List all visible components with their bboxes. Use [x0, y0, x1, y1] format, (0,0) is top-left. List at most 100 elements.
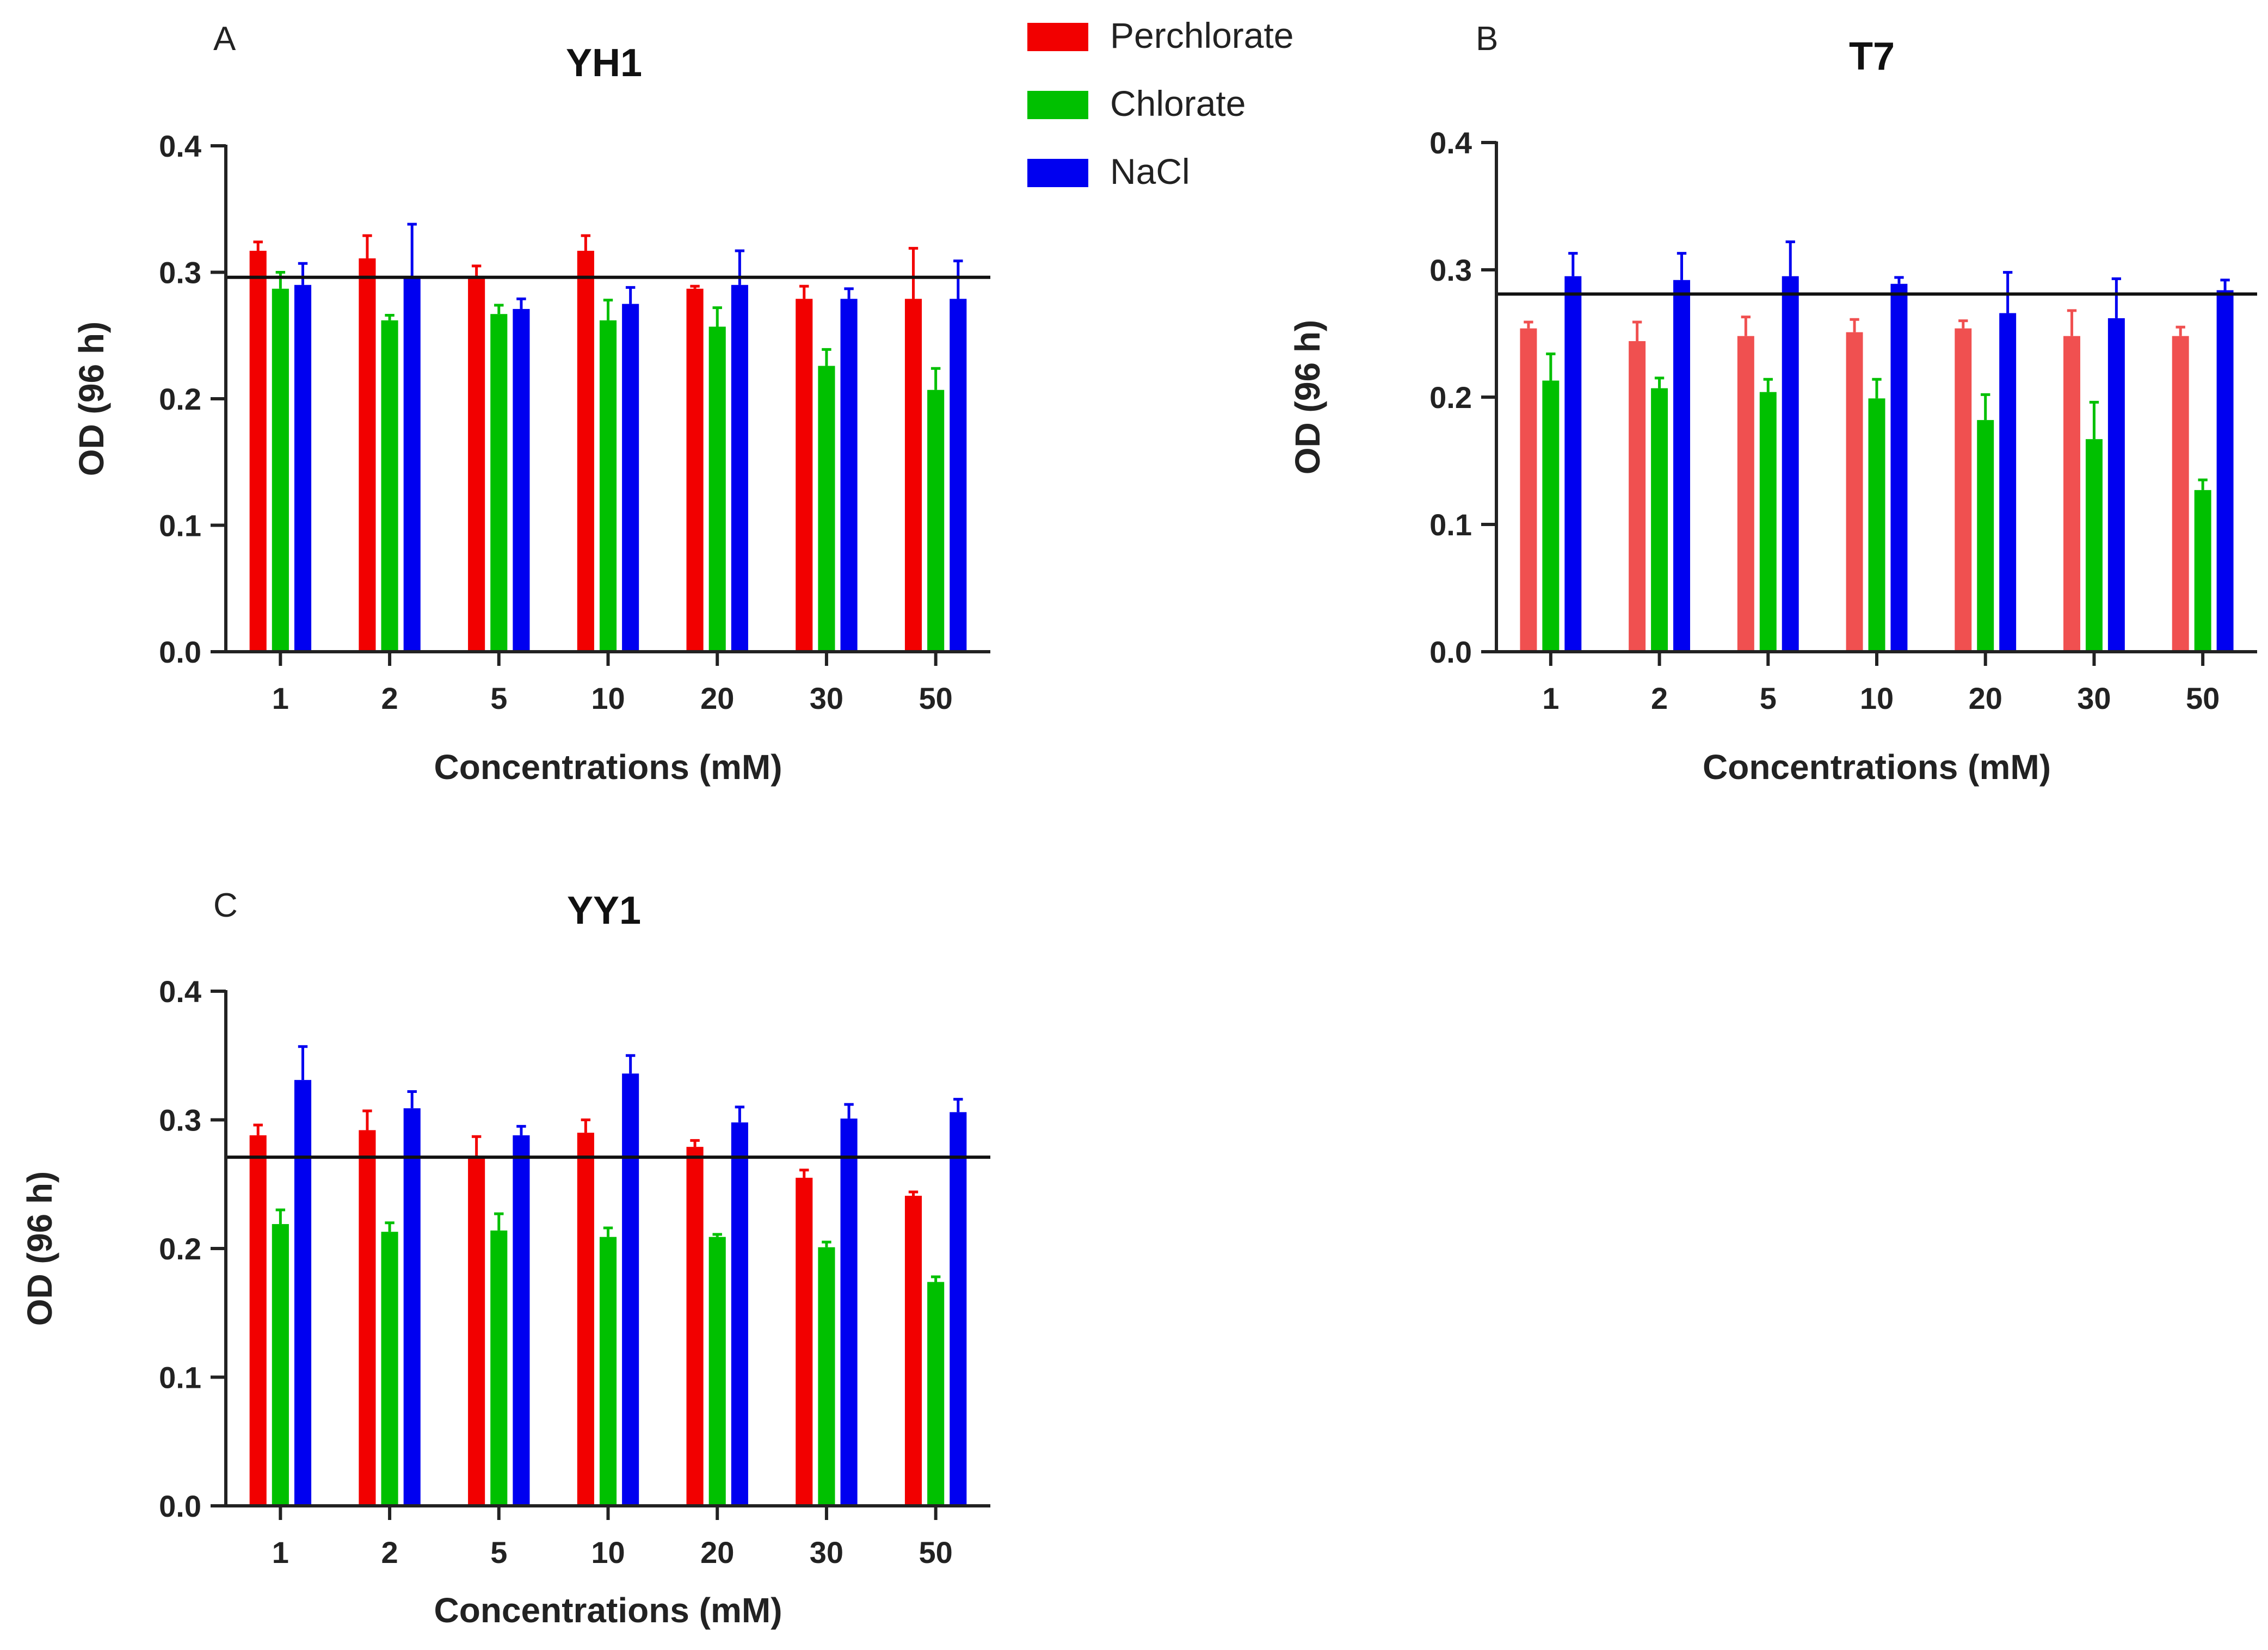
bar-nacl-2 — [1673, 280, 1690, 652]
bar-perchlorate-50 — [2172, 336, 2189, 652]
bar-perchlorate-20 — [686, 288, 704, 652]
bar-nacl-30 — [840, 299, 858, 652]
x-tick-label: 1 — [1542, 681, 1559, 715]
bar-chlorate-2 — [381, 1232, 398, 1506]
bar-chlorate-10 — [1868, 398, 1885, 652]
bar-chlorate-10 — [599, 320, 617, 652]
bar-nacl-1 — [1564, 276, 1582, 652]
bar-nacl-5 — [1782, 276, 1799, 652]
bar-chlorate-1 — [1542, 380, 1560, 652]
y-tick-label: 0.2 — [1429, 380, 1472, 415]
legend-swatch-chlorate — [1027, 91, 1088, 119]
bar-perchlorate-1 — [249, 1135, 267, 1506]
x-tick-label: 50 — [2186, 681, 2220, 715]
bar-chlorate-50 — [927, 1282, 945, 1506]
bar-perchlorate-30 — [796, 1177, 813, 1506]
bar-nacl-50 — [950, 1112, 967, 1506]
y-tick-label: 0.1 — [1429, 508, 1472, 542]
x-tick-label: 30 — [2077, 681, 2111, 715]
bar-chlorate-1 — [272, 288, 289, 652]
bar-chlorate-5 — [490, 1230, 508, 1506]
x-tick-label: 30 — [810, 1535, 843, 1569]
bar-chlorate-20 — [708, 1237, 726, 1506]
x-tick-label: 5 — [490, 681, 507, 715]
legend-label-chlorate: Chlorate — [1110, 83, 1246, 123]
bar-nacl-2 — [403, 276, 421, 652]
x-axis-title: Concentrations (mM) — [1703, 747, 2051, 787]
x-tick-label: 10 — [591, 1535, 625, 1569]
chart-title: YY1 — [567, 889, 641, 932]
y-tick-label: 0.4 — [1429, 126, 1472, 160]
bar-nacl-20 — [731, 1122, 748, 1506]
bar-perchlorate-30 — [796, 299, 813, 652]
x-tick-label: 2 — [1651, 681, 1668, 715]
bar-chlorate-2 — [1651, 388, 1668, 652]
bar-nacl-30 — [2107, 318, 2125, 652]
panel-b-t7-chart: B T7 0.0 0.1 0.2 0.3 0.4 1 2 5 10 20 30 50 Concentrati… — [1288, 20, 2257, 787]
legend-swatch-perchlorate — [1027, 23, 1088, 51]
y-tick-label: 0.1 — [159, 509, 201, 543]
bar-chlorate-30 — [818, 366, 835, 652]
x-tick-label: 5 — [1760, 681, 1777, 715]
chart-title: YH1 — [566, 41, 642, 85]
x-tick-label: 30 — [810, 681, 843, 715]
bar-perchlorate-10 — [577, 1133, 594, 1506]
panel-a-yh1-chart: A YH1 0.0 0.1 0.2 0.3 0.4 1 2 5 10 20 30 50 Concentrat… — [72, 20, 990, 787]
bar-nacl-1 — [294, 285, 312, 652]
bar-perchlorate-2 — [359, 258, 376, 652]
bar-chlorate-30 — [2085, 439, 2103, 652]
bar-chlorate-5 — [490, 314, 508, 652]
y-axis-title: OD (96 h) — [1288, 320, 1327, 474]
x-tick-label: 10 — [1860, 681, 1894, 715]
x-tick-label: 1 — [272, 1535, 289, 1569]
panel-letter: B — [1476, 20, 1498, 58]
x-tick-label: 10 — [591, 681, 625, 715]
bar-perchlorate-10 — [577, 250, 594, 652]
x-axis-title: Concentrations (mM) — [434, 747, 782, 787]
bar-perchlorate-20 — [686, 1147, 704, 1506]
y-tick-label: 0.2 — [159, 1232, 201, 1266]
y-axis-title: OD (96 h) — [72, 322, 111, 476]
bar-nacl-50 — [950, 299, 967, 652]
bar-chlorate-1 — [272, 1224, 289, 1506]
x-axis-title: Concentrations (mM) — [434, 1591, 782, 1630]
bar-chlorate-20 — [708, 326, 726, 652]
bar-perchlorate-30 — [2063, 336, 2080, 652]
y-tick-label: 0.3 — [159, 256, 201, 290]
x-tick-label: 20 — [1969, 681, 2002, 715]
y-axis-title: OD (96 h) — [20, 1171, 59, 1326]
bar-nacl-1 — [294, 1080, 312, 1506]
bar-perchlorate-5 — [468, 1157, 485, 1506]
bar-nacl-10 — [622, 1073, 639, 1506]
bar-perchlorate-1 — [249, 250, 267, 652]
legend-label-perchlorate: Perchlorate — [1110, 15, 1294, 55]
y-tick-label: 0.0 — [159, 1489, 201, 1523]
bar-chlorate-10 — [599, 1237, 617, 1506]
bar-nacl-20 — [1999, 313, 2017, 652]
panel-letter: C — [213, 887, 238, 924]
x-tick-label: 20 — [700, 1535, 734, 1569]
legend-label-nacl: NaCl — [1110, 151, 1190, 191]
panel-letter: A — [213, 20, 236, 58]
panel-c-yy1-chart: C YY1 0.0 0.1 0.2 0.3 0.4 1 2 5 10 20 30 50 Concentrat… — [20, 887, 990, 1630]
x-tick-label: 50 — [919, 1535, 952, 1569]
bar-perchlorate-2 — [1629, 341, 1646, 652]
legend-swatch-nacl — [1027, 159, 1088, 187]
x-tick-label: 2 — [381, 1535, 398, 1569]
chart-title: T7 — [1849, 35, 1895, 78]
bar-nacl-10 — [1890, 283, 1908, 652]
bar-nacl-5 — [513, 308, 530, 652]
bar-nacl-50 — [2216, 290, 2234, 652]
bar-chlorate-2 — [381, 320, 398, 652]
y-tick-label: 0.4 — [159, 129, 201, 163]
x-tick-label: 2 — [381, 681, 398, 715]
bar-nacl-30 — [840, 1118, 858, 1506]
y-tick-label: 0.3 — [159, 1103, 201, 1138]
bar-chlorate-50 — [2194, 490, 2211, 652]
bar-nacl-20 — [731, 285, 748, 652]
legend: Perchlorate Chlorate NaCl — [1027, 15, 1294, 191]
bar-nacl-2 — [403, 1108, 421, 1506]
x-tick-label: 5 — [490, 1535, 507, 1569]
bar-perchlorate-5 — [468, 276, 485, 652]
